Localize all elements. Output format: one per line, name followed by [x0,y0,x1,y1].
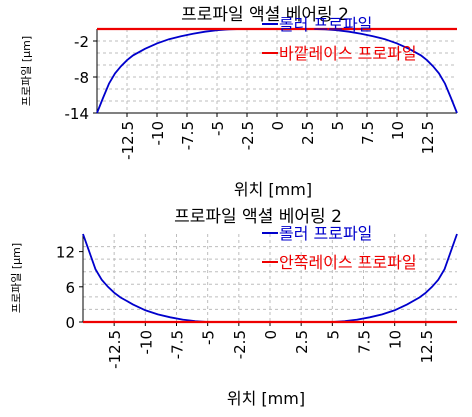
chart2-legend-label: 안쪽레이스 프로파일 [279,253,417,272]
chart1-x-tick-label: 7.5 [359,121,377,145]
chart1-x-tick-label: 0 [269,121,287,131]
chart2-x-tick-label: -5 [200,330,218,345]
chart2-x-tick-label: -7.5 [169,330,187,359]
chart1-title: 프로파일 액셜 베어링 2 [181,5,349,25]
chart1-x-tick-label: -2.5 [239,121,257,150]
chart1-x-tick-label: 5 [329,121,347,131]
chart1: -12.5 -10 -7.5 -5 -2.5 0 2.5 5 7.5 10 12.5 -2 -8 -14 프… [19,5,458,199]
chart2-x-tick-label: 5 [324,330,342,340]
chart2: -12.5 -10 -7.5 -5 -2.5 0 2.5 5 7.5 10 12.5 12 6 0 프로파일… [9,207,458,408]
chart1-legend-label: 바깥레이스 프로파일 [279,44,417,63]
chart1-x-tick-label: 2.5 [299,121,317,145]
chart2-x-tick-label: -10 [137,330,155,355]
chart2-y-tick-label: 6 [65,279,75,297]
chart1-x-tick-label: -5 [209,121,227,136]
chart1-x-tick-label: -10 [149,121,167,146]
chart2-x-tick-label: 10 [387,330,405,349]
chart2-y-tick-label: 12 [56,244,75,262]
chart2-x-tick-label: 2.5 [293,330,311,354]
chart1-x-tick-label: 12.5 [419,121,437,154]
chart1-legend-label: 롤러 프로파일 [279,15,372,34]
chart2-title: 프로파일 액셜 베어링 2 [174,207,342,227]
chart2-x-tick-label: -12.5 [106,330,124,369]
chart1-x-axis-label: 위치 [mm] [234,180,312,199]
chart2-x-tick-label: 7.5 [356,330,374,354]
chart1-y-tick-label: -8 [74,69,89,87]
chart1-x-tick-label: -7.5 [179,121,197,150]
chart2-x-tick-label: 12.5 [418,330,436,363]
chart2-y-axis-label: 프로파일 [μm] [9,243,23,313]
chart2-x-axis-label: 위치 [mm] [227,389,305,408]
chart2-y-tick-label: 0 [65,314,75,332]
chart2-x-tick-label: 0 [262,330,280,340]
chart1-y-tick-label: -14 [65,105,90,123]
chart1-x-tick-label: 10 [389,121,407,140]
chart2-x-tick-label: -2.5 [231,330,249,359]
chart1-y-axis-label: 프로파일 [μm] [19,36,33,106]
chart2-legend-label: 롤러 프로파일 [279,224,372,243]
chart1-y-tick-label: -2 [74,33,89,51]
chart1-x-tick-label: -12.5 [119,121,137,160]
